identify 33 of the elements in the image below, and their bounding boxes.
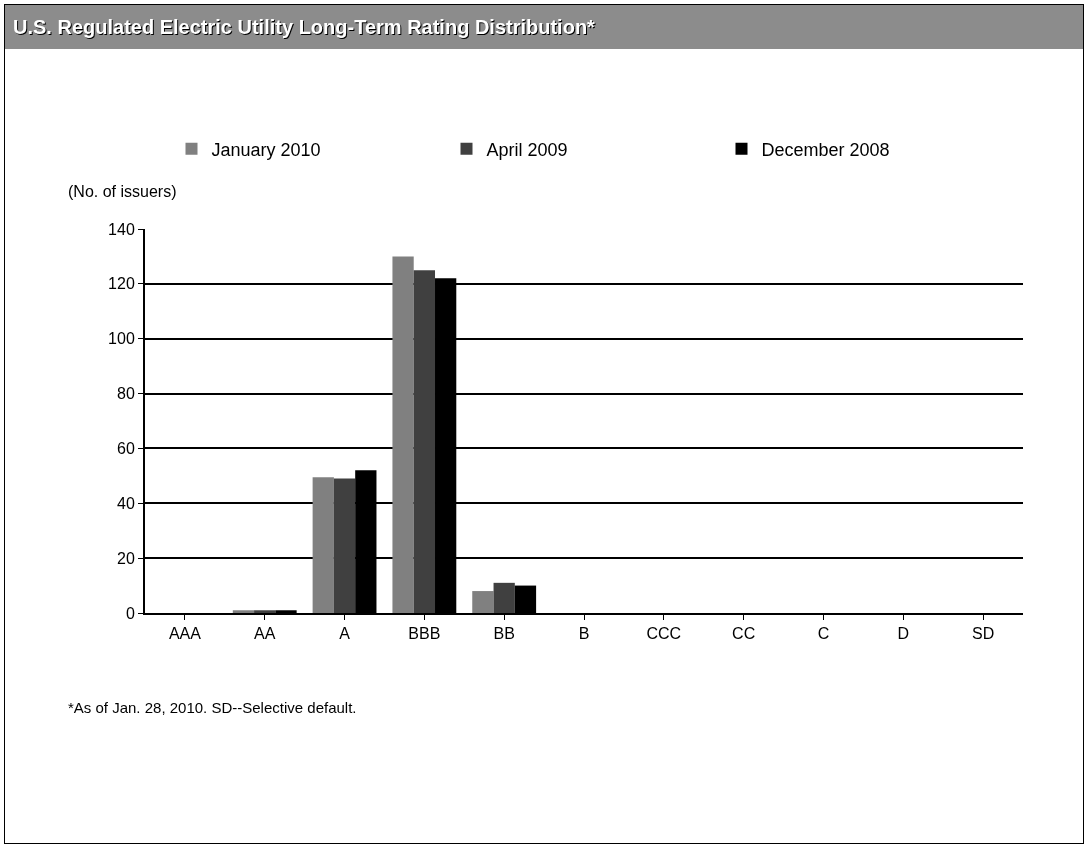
x-tick-label: C [817, 625, 830, 643]
bar [254, 610, 276, 613]
x-tick-label: AA [254, 625, 276, 643]
y-tick-label: 100 [108, 330, 135, 348]
x-tick-label: CC [732, 625, 756, 643]
bar [413, 270, 436, 613]
x-tick-label: AAA [168, 625, 202, 643]
text: *As of Jan. 28, 2010. SD--Selective default. [68, 699, 357, 716]
y-axis-title: (No. of issuers) [68, 183, 177, 200]
x-tick-label: CCC [646, 625, 682, 643]
y-tick-label: 0 [125, 604, 135, 622]
bar [312, 477, 334, 613]
y-tick-label: 120 [108, 275, 135, 293]
x-tick-label: B [578, 625, 590, 643]
bar [493, 582, 515, 613]
x-tick-label: A [339, 625, 351, 643]
y-tick-label: 80 [117, 385, 135, 403]
legend-label: January 2010 [211, 139, 321, 160]
x-tick-label: D [897, 625, 910, 643]
y-tick-label: 60 [117, 440, 135, 458]
x-tick-label: BB [493, 625, 515, 643]
x-tick-label: BBB [408, 625, 441, 643]
bar [333, 478, 356, 613]
legend-label: December 2008 [761, 139, 890, 160]
bar [472, 591, 494, 613]
bar [392, 256, 414, 613]
bar [232, 610, 255, 613]
legend-label: April 2009 [486, 139, 568, 160]
y-tick-label: 20 [117, 549, 135, 567]
y-tick-label: 40 [117, 494, 135, 512]
y-tick-label: 140 [108, 220, 135, 238]
chart-title: U.S. Regulated Electric Utility Long-Term Rating Distribution* [5, 5, 1083, 49]
x-tick-label: SD [971, 625, 995, 643]
